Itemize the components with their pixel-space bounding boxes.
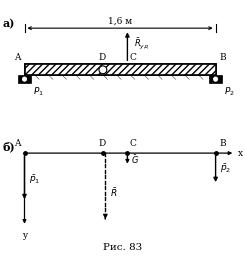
Text: C: C bbox=[130, 53, 137, 62]
Text: $\bar{p}_1$: $\bar{p}_1$ bbox=[29, 174, 40, 186]
Text: C: C bbox=[130, 139, 137, 148]
Text: а): а) bbox=[2, 18, 15, 29]
Text: 1,6 м: 1,6 м bbox=[108, 16, 132, 25]
Text: A: A bbox=[14, 53, 21, 62]
Text: B: B bbox=[219, 53, 226, 62]
Text: x: x bbox=[238, 149, 243, 158]
Text: D: D bbox=[98, 139, 105, 148]
Text: A: A bbox=[14, 139, 21, 148]
Text: $\bar{R}_{уд}$: $\bar{R}_{уд}$ bbox=[134, 36, 149, 51]
Polygon shape bbox=[24, 64, 216, 75]
Text: б): б) bbox=[2, 141, 15, 152]
Polygon shape bbox=[24, 64, 216, 75]
Circle shape bbox=[22, 77, 27, 81]
Text: $\bar{R}$: $\bar{R}$ bbox=[110, 186, 117, 199]
Bar bbox=[18, 75, 31, 83]
Text: y: y bbox=[22, 231, 27, 241]
Text: B: B bbox=[219, 139, 226, 148]
Bar bbox=[209, 75, 222, 83]
Circle shape bbox=[99, 66, 107, 74]
Text: D: D bbox=[98, 53, 105, 62]
Text: $\bar{G}$: $\bar{G}$ bbox=[131, 154, 139, 166]
Circle shape bbox=[213, 77, 218, 81]
Text: Рис. 83: Рис. 83 bbox=[103, 243, 142, 252]
Text: $\bar{p}_2$: $\bar{p}_2$ bbox=[220, 163, 231, 175]
Text: $P_1$: $P_1$ bbox=[33, 85, 44, 98]
Text: $P_2$: $P_2$ bbox=[224, 85, 234, 98]
